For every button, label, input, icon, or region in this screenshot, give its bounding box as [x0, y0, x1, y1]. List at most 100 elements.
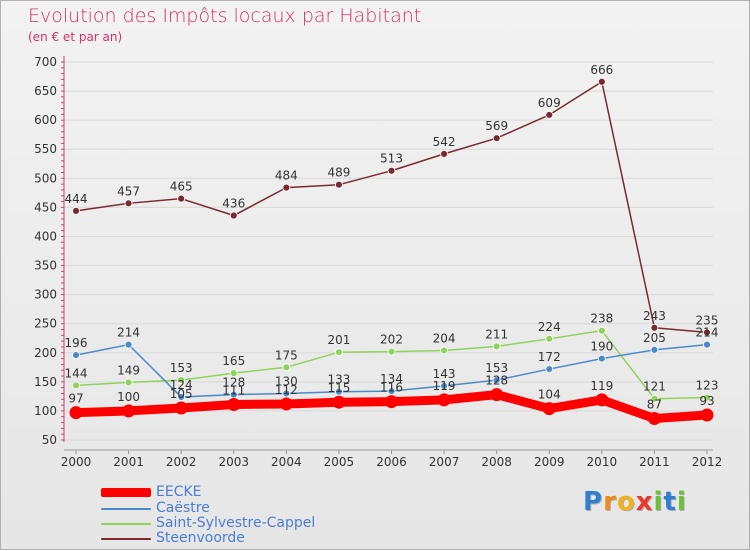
data-label-steenvoorde: 542 [433, 135, 456, 149]
data-point-saint-sylvestre-cappel [282, 363, 291, 372]
data-label-steenvoorde: 465 [170, 180, 193, 194]
data-label-ca-stre: 205 [643, 331, 666, 345]
data-point-ca-stre [492, 376, 501, 385]
y-tick-label: 100 [34, 404, 57, 418]
data-label-ca-stre: 133 [327, 373, 350, 387]
data-point-saint-sylvestre-cappel [545, 334, 554, 343]
data-point-saint-sylvestre-cappel [335, 348, 343, 357]
data-point-ca-stre [177, 393, 186, 401]
data-label-eecke: 116 [380, 381, 403, 395]
data-label-eecke: 119 [433, 379, 456, 393]
y-tick-label: 500 [34, 171, 57, 185]
y-tick-label: 150 [34, 375, 57, 389]
data-point-ca-stre [597, 354, 606, 363]
data-label-ca-stre: 143 [433, 367, 456, 381]
data-point-saint-sylvestre-cappel [492, 342, 501, 351]
data-point-eecke [385, 395, 398, 409]
chart-title: Evolution des Impôts locaux par Habitant [28, 5, 422, 27]
data-label-saint-sylvestre-cappel: 202 [380, 333, 403, 347]
data-point-steenvoorde [492, 134, 501, 143]
data-point-eecke [279, 397, 293, 411]
x-tick-label: 2010 [587, 455, 618, 469]
data-label-steenvoorde: 243 [643, 309, 666, 323]
data-label-steenvoorde: 513 [380, 152, 403, 166]
data-label-saint-sylvestre-cappel: 204 [433, 331, 456, 345]
logo-letter: o [616, 487, 636, 517]
data-point-saint-sylvestre-cappel [177, 376, 186, 385]
data-label-eecke: 128 [485, 374, 508, 388]
data-label-saint-sylvestre-cappel: 153 [170, 361, 193, 375]
data-label-saint-sylvestre-cappel: 121 [643, 380, 666, 394]
data-label-steenvoorde: 484 [275, 169, 298, 183]
data-label-saint-sylvestre-cappel: 123 [696, 379, 719, 393]
data-point-saint-sylvestre-cappel [440, 346, 448, 355]
data-point-ca-stre [650, 345, 659, 354]
data-point-ca-stre [545, 365, 554, 373]
data-label-saint-sylvestre-cappel: 201 [327, 333, 350, 347]
data-label-ca-stre: 130 [275, 374, 298, 388]
data-label-ca-stre: 172 [538, 350, 561, 364]
data-point-steenvoorde [545, 111, 554, 119]
logo-letter: i [676, 487, 687, 517]
data-point-eecke [122, 404, 136, 418]
x-tick-label: 2006 [376, 455, 407, 469]
data-label-saint-sylvestre-cappel: 175 [275, 348, 298, 362]
data-point-ca-stre [387, 387, 396, 396]
logo-letter: t [663, 487, 677, 517]
logo-letter: P [583, 487, 604, 517]
data-point-eecke [700, 408, 714, 422]
legend-swatch-saint-sylvestre-cappel [101, 523, 151, 525]
legend-label-caestre: Caëstre [156, 500, 210, 516]
y-tick-label: 450 [34, 200, 57, 214]
data-point-eecke [174, 401, 188, 415]
y-tick-label: 550 [34, 142, 57, 156]
x-tick-label: 2005 [324, 455, 355, 469]
y-tick-label: 250 [34, 317, 57, 331]
y-tick-label: 400 [34, 229, 57, 243]
x-tick-label: 2012 [692, 455, 723, 469]
data-label-eecke: 100 [117, 390, 140, 404]
y-tick-label: 600 [34, 113, 57, 127]
data-point-steenvoorde [703, 328, 711, 337]
legend-swatch-eecke [101, 488, 151, 497]
data-point-eecke [490, 388, 504, 402]
legend-label-saint-sylvestre-cappel: Saint-Sylvestre-Cappel [156, 515, 316, 531]
data-point-steenvoorde [124, 199, 133, 208]
y-tick-label: 300 [34, 288, 57, 302]
data-label-eecke: 87 [647, 397, 662, 411]
x-tick-label: 2011 [639, 455, 670, 469]
data-point-steenvoorde [440, 149, 448, 158]
data-label-saint-sylvestre-cappel: 224 [538, 320, 561, 334]
data-point-saint-sylvestre-cappel [124, 378, 133, 387]
data-label-saint-sylvestre-cappel: 238 [590, 312, 613, 326]
data-label-steenvoorde: 444 [65, 192, 88, 206]
x-tick-label: 2004 [271, 455, 302, 469]
data-point-ca-stre [282, 389, 291, 398]
x-tick-label: 2002 [166, 455, 197, 469]
data-label-eecke: 97 [68, 392, 83, 406]
data-point-steenvoorde [282, 183, 291, 192]
y-tick-label: 650 [34, 84, 57, 98]
data-point-steenvoorde [387, 166, 396, 175]
data-point-eecke [595, 393, 609, 407]
data-point-ca-stre [335, 387, 343, 396]
data-point-steenvoorde [335, 180, 343, 189]
data-label-steenvoorde: 457 [117, 184, 140, 198]
data-label-saint-sylvestre-cappel: 165 [222, 354, 245, 368]
data-point-eecke [227, 398, 241, 412]
data-point-saint-sylvestre-cappel [229, 369, 238, 378]
data-point-saint-sylvestre-cappel [597, 326, 606, 335]
proxiti-logo: Proxiti [583, 487, 687, 517]
data-point-saint-sylvestre-cappel [703, 393, 711, 402]
data-label-ca-stre: 190 [590, 340, 613, 354]
x-tick-label: 2008 [481, 455, 512, 469]
data-label-eecke: 115 [327, 381, 350, 395]
data-point-saint-sylvestre-cappel [72, 381, 80, 390]
chart-subtitle: (en € et par an) [28, 30, 123, 44]
data-label-eecke: 105 [170, 387, 193, 401]
data-point-saint-sylvestre-cappel [650, 394, 659, 403]
x-tick-label: 2007 [429, 455, 460, 469]
data-label-eecke: 119 [590, 379, 613, 393]
data-label-ca-stre: 153 [485, 361, 508, 375]
